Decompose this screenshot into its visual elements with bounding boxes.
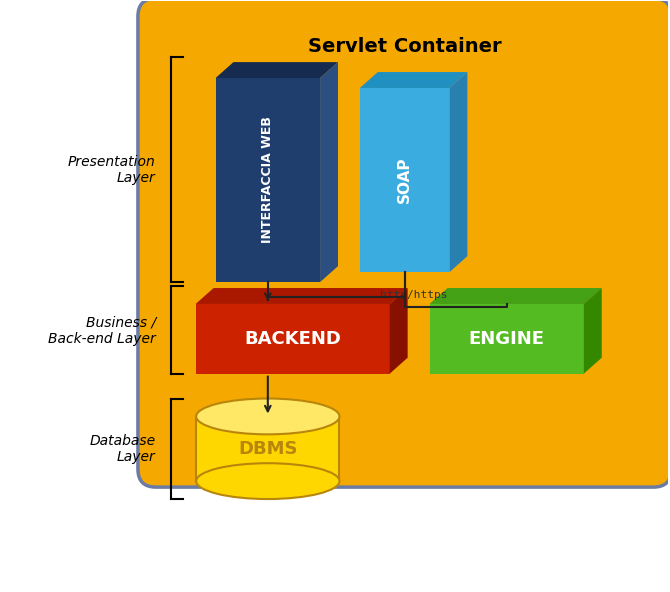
FancyBboxPatch shape [138,0,670,487]
Text: INTERFACCIA WEB: INTERFACCIA WEB [261,117,274,243]
FancyBboxPatch shape [216,78,320,282]
FancyBboxPatch shape [360,88,450,272]
Text: SOAP: SOAP [397,157,412,203]
Polygon shape [450,72,468,272]
Text: Servlet Container: Servlet Container [308,37,501,56]
Ellipse shape [196,398,340,435]
FancyBboxPatch shape [196,416,340,481]
Text: DBMS: DBMS [238,440,297,458]
Ellipse shape [196,463,340,499]
FancyBboxPatch shape [429,304,584,374]
Polygon shape [429,288,602,304]
Polygon shape [390,288,407,374]
FancyBboxPatch shape [196,304,390,374]
Text: Database
Layer: Database Layer [90,434,156,464]
Text: http/https: http/https [380,290,448,300]
Polygon shape [320,62,338,282]
Polygon shape [360,72,468,88]
Polygon shape [584,288,602,374]
Polygon shape [216,62,338,78]
Text: Presentation
Layer: Presentation Layer [68,155,156,185]
Text: ENGINE: ENGINE [469,330,545,348]
Text: Business /
Back-end Layer: Business / Back-end Layer [48,316,156,346]
Polygon shape [196,288,407,304]
Text: BACKEND: BACKEND [245,330,341,348]
